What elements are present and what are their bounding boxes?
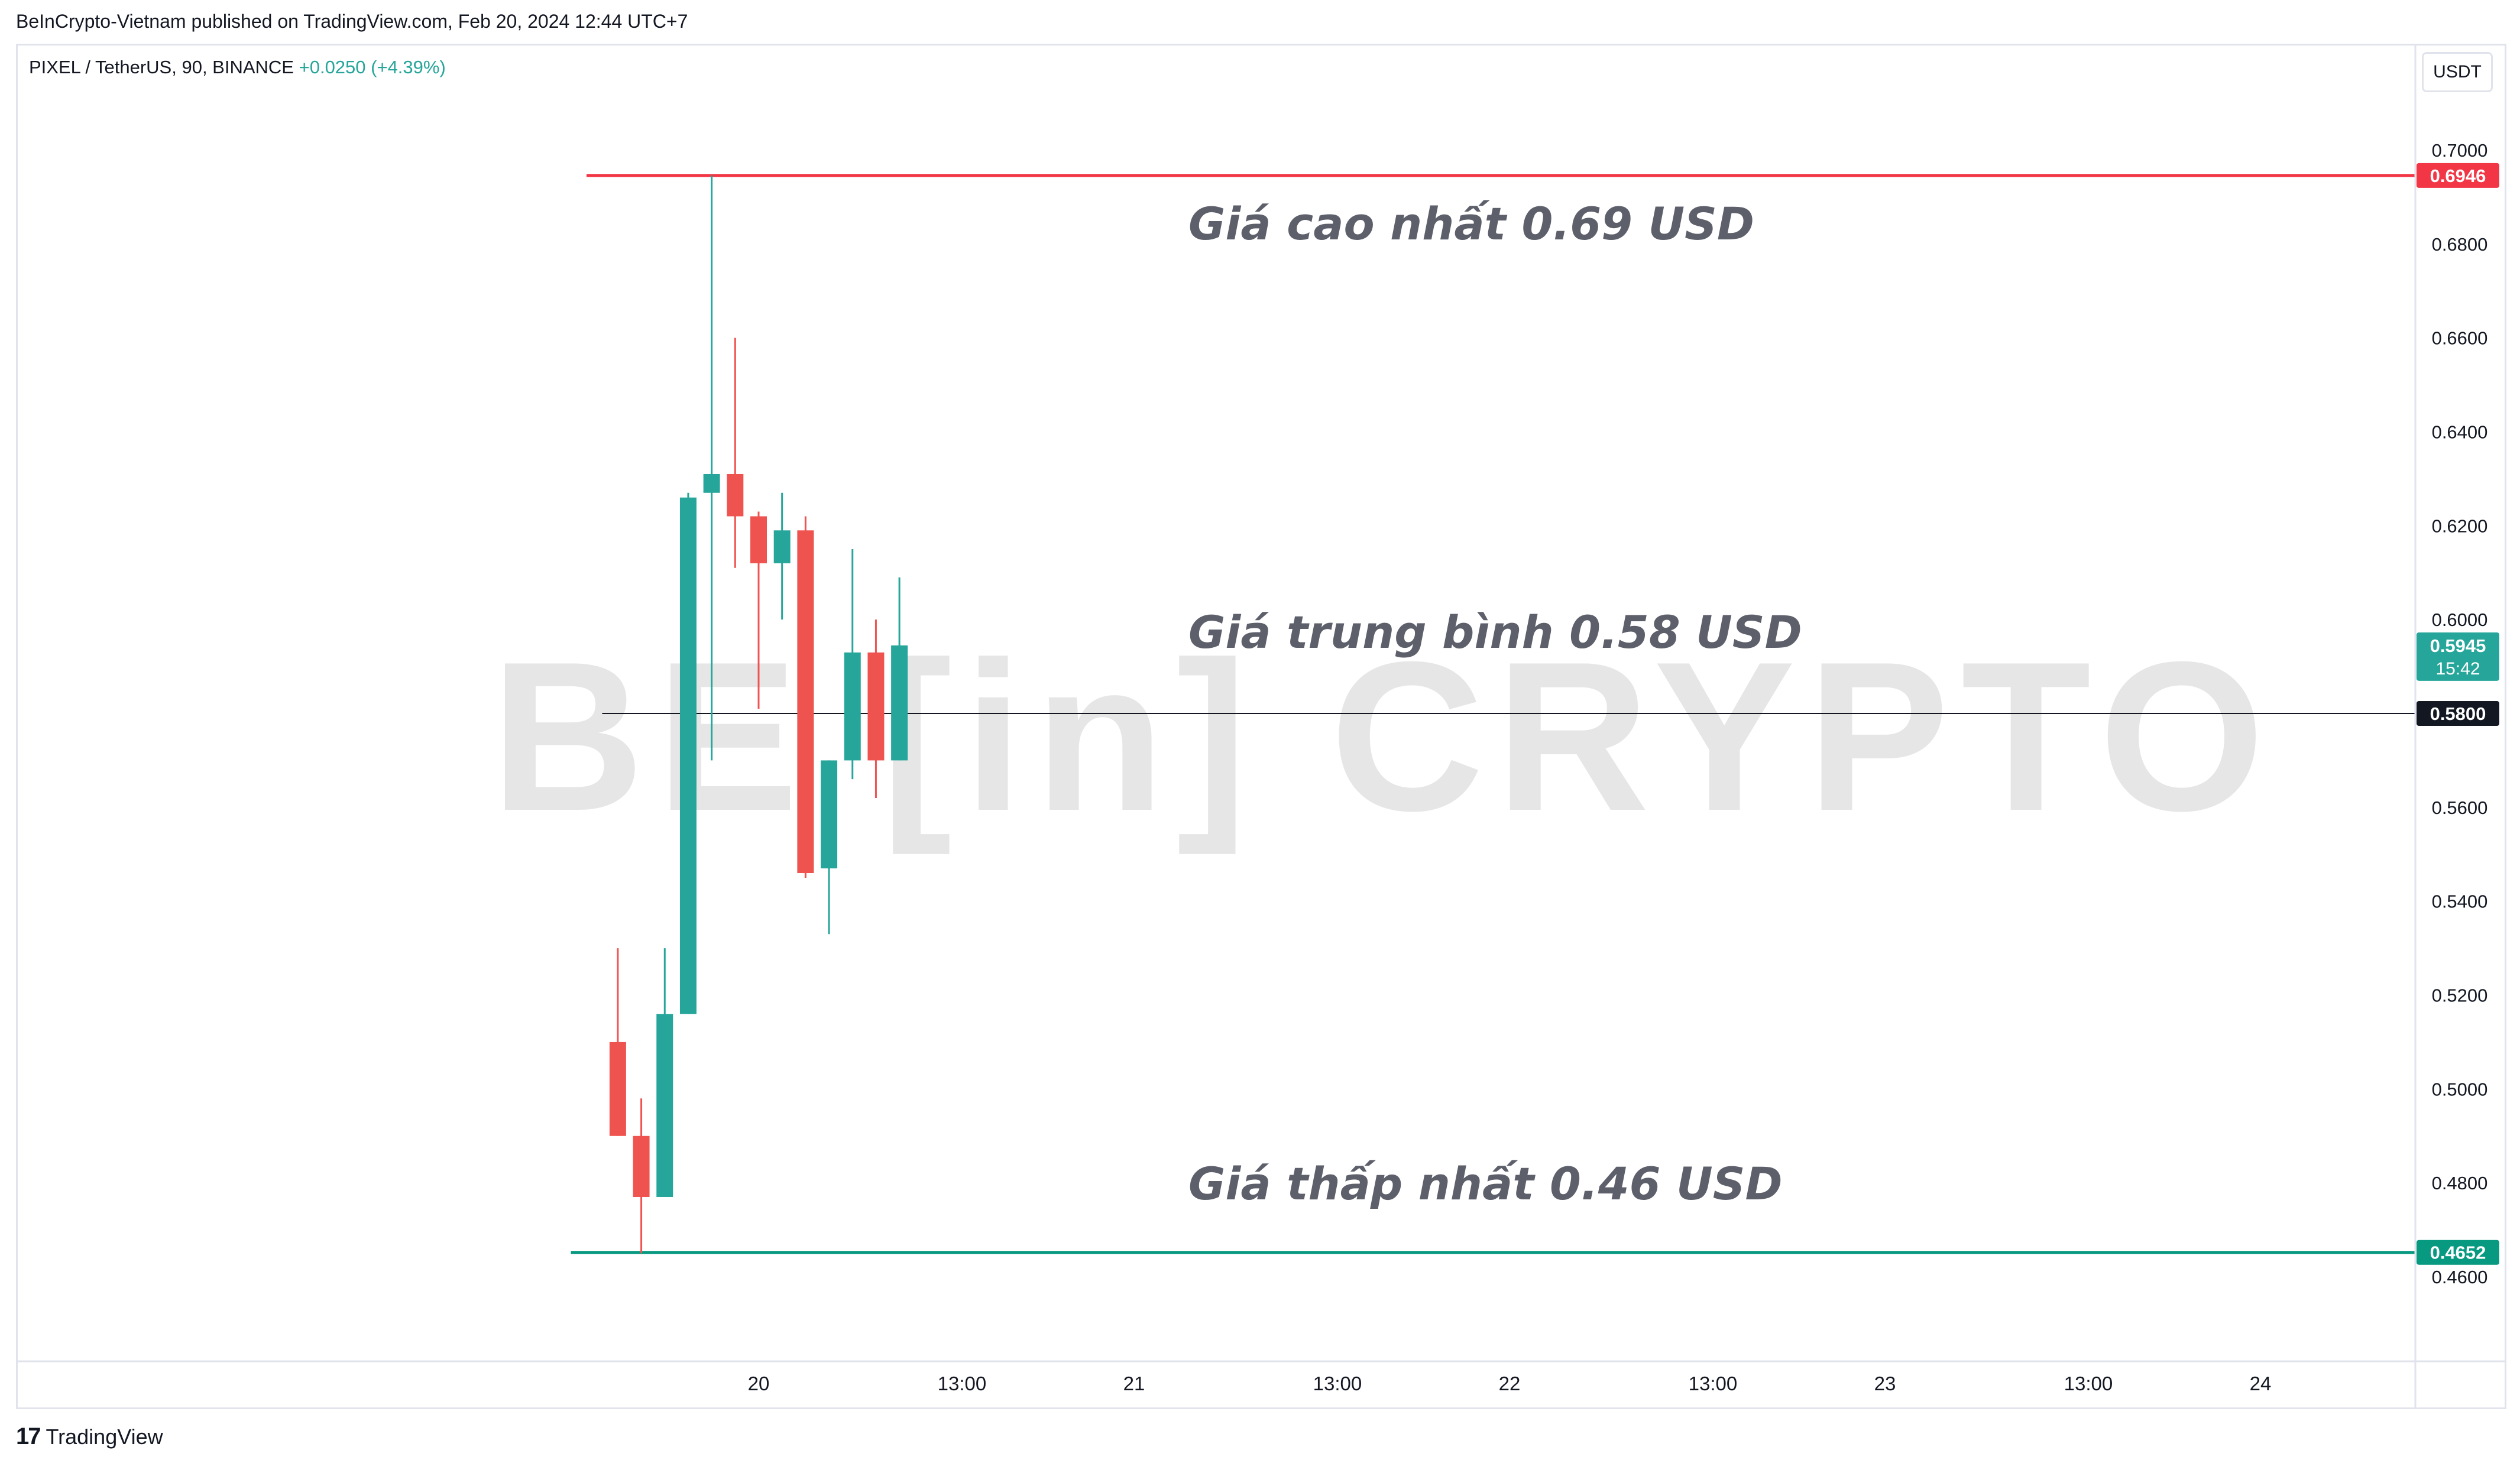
annotation-label: Giá cao nhất 0.69 USD [1188,197,1754,250]
level-price-badge-low [2417,1240,2499,1265]
price-tick-label: 0.7000 [2432,140,2488,161]
publisher-caption: BeInCrypto-Vietnam published on TradingV… [16,11,688,32]
annotations: Giá cao nhất 0.69 USD Giá trung bình 0.58… [1188,197,1802,1210]
level-price-badge-average [2417,701,2499,726]
time-tick-label: 21 [1123,1373,1145,1394]
time-tick-label: 13:00 [1313,1373,1362,1394]
price-change: +0.0250 (+4.39%) [299,57,446,77]
time-tick-label: 13:00 [2064,1373,2113,1394]
candle-body [703,473,720,493]
price-tick-label: 0.5000 [2432,1079,2488,1099]
price-tick-label: 0.6200 [2432,515,2488,536]
price-tick-label: 0.5600 [2432,797,2488,818]
level-price-label-low: 0.4652 [2430,1243,2486,1263]
candle-body [656,1014,673,1197]
candle-body [750,516,767,563]
price-tick-label: 0.4800 [2432,1173,2488,1193]
level-price-badge-high [2417,163,2499,188]
last-price-badge [2417,632,2499,681]
candles [609,175,908,1254]
symbol-legend[interactable]: PIXEL / TetherUS, 90, BINANCE +0.0250 (+… [29,57,446,78]
countdown-label: 15:42 [2435,659,2480,679]
candle-body [633,1136,650,1197]
time-tick-label: 20 [748,1373,770,1394]
level-price-label-high: 0.6946 [2430,166,2486,186]
candle-body [821,760,838,869]
annotation-label: Giá thấp nhất 0.46 USD [1188,1157,1783,1210]
price-tick-label: 0.4600 [2432,1267,2488,1287]
price-tick-label: 0.5400 [2432,891,2488,912]
price-axis[interactable]: 0.4600 0.4800 0.5000 0.5200 0.5400 0.5600 0.58… [2414,46,2499,1407]
candle-body [679,497,697,1014]
price-tick-label: 0.6600 [2432,328,2488,349]
time-axis[interactable]: 20 13:00 21 13:00 22 13:00 23 13:00 24 [18,1360,2505,1394]
price-tick-label: 0.6400 [2432,422,2488,443]
time-tick-label: 13:00 [1689,1373,1738,1394]
candle-body [773,530,791,563]
candle-body [844,652,861,761]
level-price-label-average: 0.5800 [2430,703,2486,724]
time-tick-label: 24 [2250,1373,2272,1394]
tradingview-logo-icon: 17 [16,1423,41,1449]
last-price-label: 0.5945 [2430,635,2486,656]
watermark-text: BE [in] CRYPTO [491,618,2276,857]
annotation-label: Giá trung bình 0.58 USD [1188,606,1802,658]
tradingview-logo[interactable]: 17 TradingView [16,1423,163,1450]
watermark: BE [in] CRYPTO [491,618,2276,857]
candle-body [609,1042,626,1136]
time-tick-label: 23 [1874,1373,1896,1394]
price-tick-label: 0.5200 [2432,985,2488,1006]
currency-button[interactable]: USDT [2422,52,2493,92]
price-tick-label: 0.6000 [2432,609,2488,630]
candle-body [867,652,885,761]
symbol-name: PIXEL / TetherUS, 90, BINANCE [29,57,294,77]
time-tick-label: 13:00 [938,1373,987,1394]
tradingview-logo-text: TradingView [46,1424,163,1449]
candle-body [797,530,814,874]
price-tick-label: 0.6800 [2432,234,2488,255]
time-tick-label: 22 [1499,1373,1521,1394]
candle-body [891,645,908,761]
chart-frame [16,44,2506,1409]
candle-body [727,473,744,517]
